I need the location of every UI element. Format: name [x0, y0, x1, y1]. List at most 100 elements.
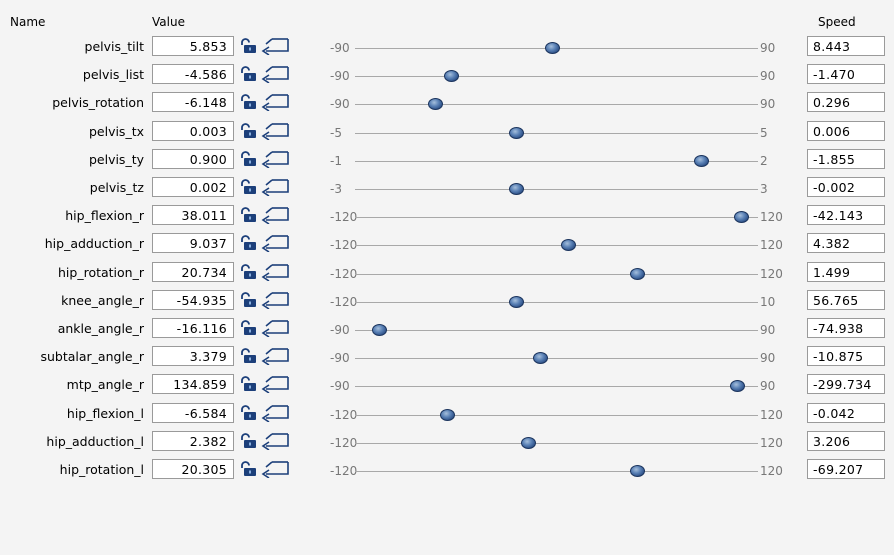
coordinate-speed-field[interactable]: -74.938 [807, 318, 885, 338]
return-arrow-icon[interactable] [260, 375, 292, 394]
slider-track[interactable] [355, 132, 758, 134]
lock-icon[interactable] [239, 150, 257, 167]
lock-icon[interactable] [239, 461, 257, 477]
coordinate-value-field[interactable]: 0.900 [152, 148, 234, 169]
coordinate-value-field[interactable]: -16.116 [152, 318, 234, 338]
slider-thumb[interactable] [629, 465, 645, 477]
coordinate-value-field[interactable]: 3.379 [152, 346, 234, 367]
lock-icon[interactable] [239, 122, 257, 139]
slider-thumb[interactable] [520, 436, 536, 449]
slider-min-label: -120 [330, 435, 358, 450]
return-arrow-icon[interactable] [260, 347, 292, 366]
slider-track[interactable] [355, 330, 758, 331]
slider-thumb[interactable] [444, 70, 460, 83]
return-arrow-icon[interactable] [260, 122, 292, 140]
slider-track[interactable] [355, 273, 758, 275]
slider-track[interactable] [355, 414, 758, 416]
return-arrow-icon[interactable] [260, 460, 292, 478]
slider-track[interactable] [355, 76, 758, 78]
coordinate-speed-field[interactable]: -69.207 [807, 459, 885, 479]
coordinate-value-field[interactable]: -6.584 [152, 402, 234, 423]
slider-thumb[interactable] [730, 380, 746, 393]
slider-track[interactable] [355, 442, 758, 444]
coordinate-value-field[interactable]: 5.853 [152, 36, 234, 56]
coordinate-value-field[interactable]: -4.586 [152, 64, 234, 85]
return-arrow-icon[interactable] [260, 319, 292, 337]
coordinate-value-field[interactable]: 9.037 [152, 233, 234, 254]
coordinate-value-field[interactable]: -54.935 [152, 289, 234, 310]
return-arrow-icon[interactable] [260, 432, 292, 450]
coordinate-speed-field[interactable]: -0.042 [807, 402, 885, 423]
slider-thumb[interactable] [561, 239, 577, 252]
coordinate-speed-field[interactable]: 0.006 [807, 120, 885, 141]
lock-icon[interactable] [239, 291, 257, 308]
lock-icon[interactable] [239, 348, 257, 364]
coordinate-speed-field[interactable]: 8.443 [807, 36, 885, 56]
coordinate-speed-field[interactable]: -299.734 [807, 374, 885, 395]
slider-thumb[interactable] [508, 126, 524, 139]
coordinate-value-field[interactable]: 20.734 [152, 261, 234, 282]
return-arrow-icon[interactable] [260, 263, 292, 281]
lock-icon[interactable] [239, 207, 257, 223]
coordinate-value-field[interactable]: 0.002 [152, 177, 234, 197]
slider-thumb[interactable] [508, 295, 524, 308]
coordinate-value-field[interactable]: 38.011 [152, 205, 234, 226]
lock-icon[interactable] [239, 376, 257, 392]
lock-icon[interactable] [239, 320, 257, 336]
slider-track[interactable] [355, 471, 758, 472]
coordinate-speed-field[interactable]: -1.470 [807, 64, 885, 85]
coordinate-name: hip_flexion_r [65, 208, 144, 224]
coordinate-name: knee_angle_r [61, 292, 144, 308]
coordinate-name: ankle_angle_r [57, 321, 144, 336]
return-arrow-icon[interactable] [260, 150, 292, 168]
return-arrow-icon[interactable] [260, 206, 292, 225]
coordinate-value-field[interactable]: 20.305 [152, 459, 234, 479]
slider-thumb[interactable] [440, 408, 456, 421]
coordinate-speed-field[interactable]: 56.765 [807, 289, 885, 310]
coordinate-speed-field[interactable]: -0.002 [807, 177, 885, 197]
slider-thumb[interactable] [544, 42, 560, 54]
slider-track[interactable] [355, 104, 758, 106]
coordinate-value-field[interactable]: 2.382 [152, 430, 234, 451]
slider-thumb[interactable] [508, 183, 524, 195]
slider-thumb[interactable] [629, 267, 645, 280]
slider-thumb[interactable] [734, 211, 750, 224]
slider-thumb[interactable] [694, 154, 710, 167]
coordinate-speed-field[interactable]: 0.296 [807, 92, 885, 113]
slider-track[interactable] [355, 217, 758, 219]
slider-track[interactable] [355, 358, 758, 360]
slider-thumb[interactable] [532, 352, 548, 365]
return-arrow-icon[interactable] [260, 65, 292, 84]
return-arrow-icon[interactable] [260, 404, 292, 422]
coordinate-value-field[interactable]: -6.148 [152, 92, 234, 113]
slider-track[interactable] [355, 189, 758, 190]
lock-icon[interactable] [239, 179, 257, 195]
coordinate-row-pelvis_ty: pelvis_ty 0.900 -1 2 -1.855 [0, 147, 894, 175]
coordinate-speed-field[interactable]: 3.206 [807, 430, 885, 451]
return-arrow-icon[interactable] [260, 291, 292, 309]
lock-icon[interactable] [239, 235, 257, 251]
slider-thumb[interactable] [371, 324, 387, 336]
lock-icon[interactable] [239, 66, 257, 82]
coordinate-value-field[interactable]: 134.859 [152, 374, 234, 395]
lock-icon[interactable] [239, 94, 257, 110]
lock-icon[interactable] [239, 432, 257, 449]
coordinate-speed-field[interactable]: -10.875 [807, 346, 885, 367]
return-arrow-icon[interactable] [260, 178, 292, 196]
return-arrow-icon[interactable] [260, 37, 292, 55]
lock-icon[interactable] [239, 263, 257, 280]
return-arrow-icon[interactable] [260, 93, 292, 112]
slider-thumb[interactable] [428, 98, 444, 111]
slider-track[interactable] [355, 245, 758, 247]
coordinate-speed-field[interactable]: 4.382 [807, 233, 885, 254]
lock-icon[interactable] [239, 404, 257, 421]
coordinate-speed-field[interactable]: -42.143 [807, 205, 885, 226]
return-arrow-icon[interactable] [260, 234, 292, 253]
coordinate-speed-field[interactable]: 1.499 [807, 261, 885, 282]
slider-track[interactable] [355, 160, 758, 162]
coordinate-value-field[interactable]: 0.003 [152, 120, 234, 141]
slider-track[interactable] [355, 386, 758, 388]
coordinate-speed-field[interactable]: -1.855 [807, 148, 885, 169]
slider-track[interactable] [355, 301, 758, 303]
lock-icon[interactable] [239, 38, 257, 54]
